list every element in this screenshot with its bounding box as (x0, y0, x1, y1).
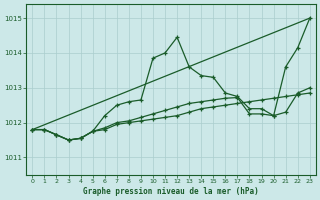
X-axis label: Graphe pression niveau de la mer (hPa): Graphe pression niveau de la mer (hPa) (83, 187, 259, 196)
